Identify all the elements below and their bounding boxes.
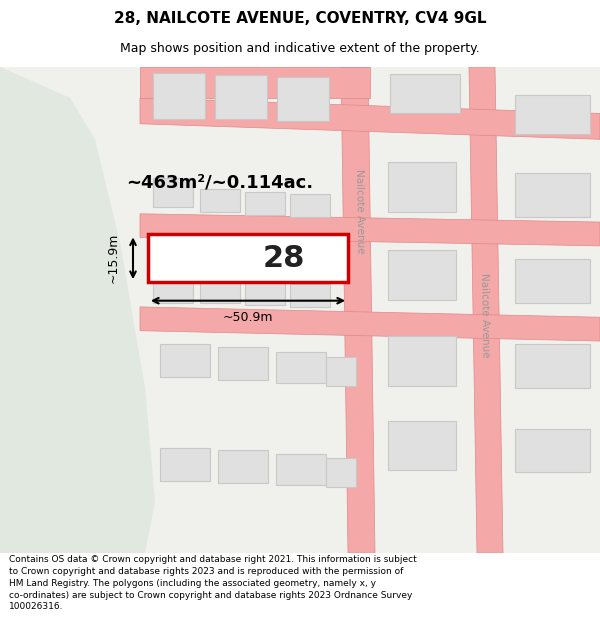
Bar <box>160 448 210 481</box>
Text: ~50.9m: ~50.9m <box>223 311 273 324</box>
Text: 28, NAILCOTE AVENUE, COVENTRY, CV4 9GL: 28, NAILCOTE AVENUE, COVENTRY, CV4 9GL <box>114 11 486 26</box>
Text: 28: 28 <box>263 244 305 272</box>
Polygon shape <box>0 67 155 553</box>
Bar <box>245 282 285 305</box>
Bar <box>515 173 590 217</box>
Text: Contains OS data © Crown copyright and database right 2021. This information is : Contains OS data © Crown copyright and d… <box>9 555 417 611</box>
Bar <box>515 344 590 388</box>
Bar <box>200 189 240 212</box>
Bar <box>153 73 205 119</box>
Bar <box>290 284 330 307</box>
Text: Nailcote Avenue: Nailcote Avenue <box>354 169 366 254</box>
Text: ~463m²/~0.114ac.: ~463m²/~0.114ac. <box>127 174 314 192</box>
Bar <box>277 78 329 121</box>
Bar <box>388 336 456 386</box>
Bar <box>388 421 456 471</box>
Bar <box>200 280 240 302</box>
Bar <box>148 234 348 282</box>
Polygon shape <box>140 214 600 246</box>
Bar <box>160 344 210 377</box>
Bar <box>276 352 326 384</box>
Bar <box>153 274 193 302</box>
Bar <box>326 356 356 386</box>
Polygon shape <box>140 98 600 139</box>
Text: ~15.9m: ~15.9m <box>107 233 119 284</box>
Bar <box>388 250 456 299</box>
Polygon shape <box>469 67 503 553</box>
Bar <box>390 74 460 113</box>
Polygon shape <box>140 307 600 341</box>
Bar <box>290 194 330 217</box>
Bar <box>515 429 590 472</box>
Bar <box>218 348 268 381</box>
Bar <box>326 458 356 487</box>
Text: Nailcote Avenue: Nailcote Avenue <box>479 272 491 358</box>
Polygon shape <box>341 67 375 553</box>
Bar <box>215 75 267 119</box>
Bar <box>515 95 590 134</box>
Bar <box>276 454 326 485</box>
Bar <box>245 192 285 215</box>
Bar <box>515 259 590 302</box>
Bar <box>218 449 268 482</box>
Bar <box>153 177 193 206</box>
Text: Map shows position and indicative extent of the property.: Map shows position and indicative extent… <box>120 42 480 54</box>
Polygon shape <box>140 67 370 98</box>
Bar <box>388 162 456 212</box>
